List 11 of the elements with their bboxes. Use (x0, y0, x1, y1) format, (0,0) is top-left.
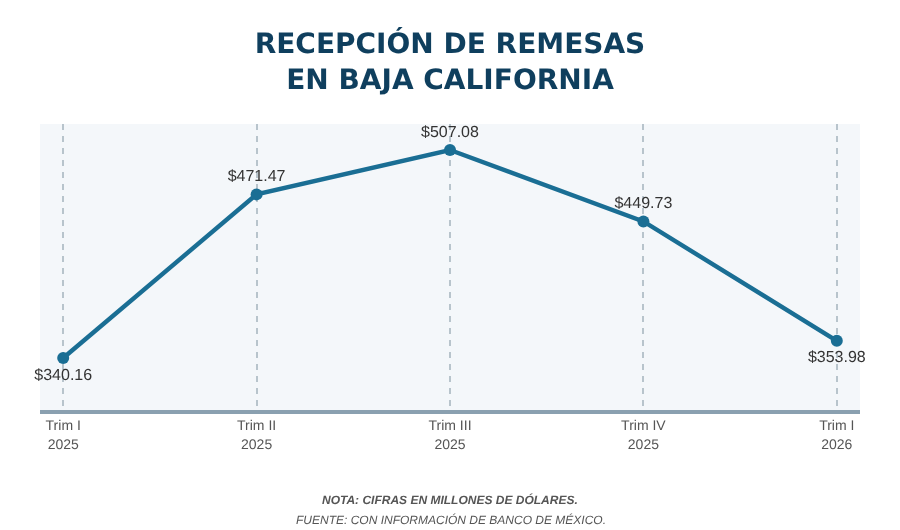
point (57, 352, 70, 364)
data-label: $471.47 (227, 166, 287, 185)
data-label: $340.16 (34, 365, 94, 384)
point (250, 188, 263, 201)
chart-title: RECEPCIÓN DE REMESAS EN BAJA CALIFORNIA (254, 27, 646, 98)
point (637, 215, 650, 228)
point (444, 144, 456, 156)
data-label: $507.08 (421, 122, 481, 141)
point (830, 334, 843, 347)
data-label: $353.98 (807, 348, 867, 367)
data-label: $449.73 (614, 193, 674, 212)
